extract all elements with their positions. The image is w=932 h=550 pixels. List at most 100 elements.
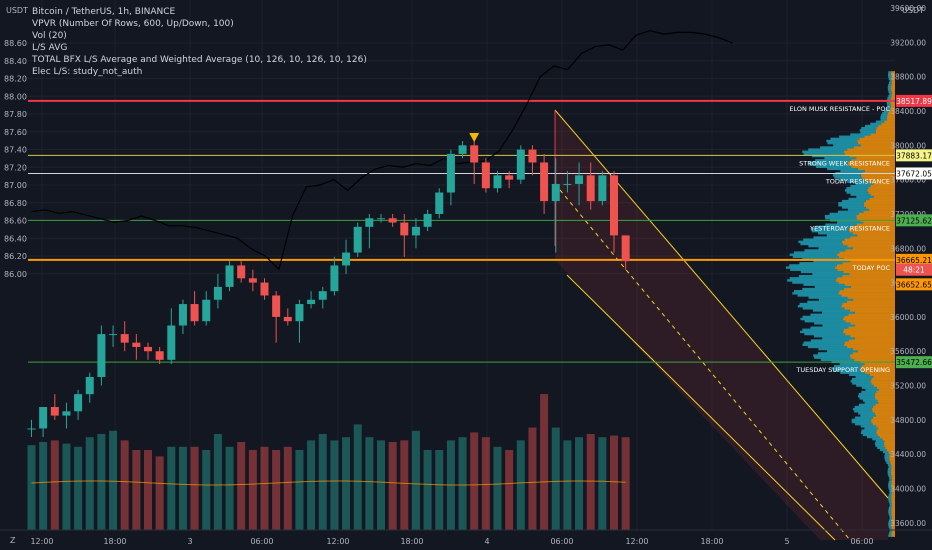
vp-row-up xyxy=(814,285,851,289)
vp-row-down xyxy=(888,109,895,113)
vp-row-up xyxy=(888,493,892,497)
vp-row-up xyxy=(888,94,892,98)
vp-row-up xyxy=(888,508,892,512)
time-axis-tick: 4 xyxy=(484,537,489,546)
vp-row-up xyxy=(887,472,891,475)
vp-row-up xyxy=(854,422,873,426)
vp-row-down xyxy=(891,487,895,490)
vp-row-up xyxy=(804,249,846,252)
vp-row-down xyxy=(875,397,895,400)
vp-row-up xyxy=(859,129,876,132)
right-currency-label[interactable]: USDT xyxy=(902,6,924,15)
volume-bar xyxy=(481,437,490,530)
vp-row-down xyxy=(845,332,895,336)
vp-row-down xyxy=(856,223,895,226)
vp-row-down xyxy=(838,255,895,259)
vp-row-down xyxy=(892,79,895,83)
vp-row-down xyxy=(864,178,895,181)
vp-row-down xyxy=(849,154,895,158)
vp-row-down xyxy=(854,311,895,314)
candle-body xyxy=(318,291,327,300)
vp-row-up xyxy=(789,253,838,256)
vp-row-up xyxy=(807,300,847,304)
price-tag xyxy=(896,263,932,276)
vp-row-up xyxy=(827,167,858,171)
left-axis-tick: 86.60 xyxy=(4,217,27,226)
vp-row-up xyxy=(861,429,877,432)
vp-row-down xyxy=(870,193,895,196)
level-label: TUESDAY SUPPORT OPENING xyxy=(795,366,890,374)
candle-body xyxy=(62,411,71,416)
volume-bar xyxy=(586,434,595,530)
time-axis-tick: 06:00 xyxy=(250,537,273,546)
vp-row-down xyxy=(872,410,895,413)
vp-row-down xyxy=(886,448,895,452)
vp-row-down xyxy=(838,292,895,295)
vp-row-up xyxy=(838,202,864,205)
vp-row-down xyxy=(842,317,895,321)
volume-bar xyxy=(213,434,222,530)
vp-row-down xyxy=(845,249,895,252)
vp-row-down xyxy=(891,84,895,87)
vp-row-down xyxy=(855,324,895,327)
vp-row-down xyxy=(854,358,895,362)
vp-row-up xyxy=(889,528,892,531)
candle-body xyxy=(411,226,420,236)
vp-row-up xyxy=(888,506,892,510)
vp-row-down xyxy=(891,489,895,492)
vp-row-up xyxy=(807,345,848,349)
level-price-tag xyxy=(896,94,932,107)
vp-row-down xyxy=(889,459,895,462)
vp-row-up xyxy=(818,247,853,250)
vp-row-down xyxy=(869,373,895,377)
volume-bar xyxy=(272,450,281,530)
vp-row-up xyxy=(794,289,840,293)
vp-row-down xyxy=(871,382,895,385)
vp-row-up xyxy=(808,148,848,151)
vp-row-down xyxy=(891,485,895,488)
vp-row-up xyxy=(798,240,842,244)
candle-body xyxy=(237,265,246,279)
vp-row-down xyxy=(841,304,895,308)
vp-row-down xyxy=(867,189,895,192)
vp-row-up xyxy=(810,326,849,329)
vp-row-down xyxy=(851,159,895,162)
level-price-tag-text: 36665.21 xyxy=(896,256,932,265)
level-label: STRONG WEEK RESISTANCE xyxy=(799,159,890,167)
vp-row-down xyxy=(851,165,895,168)
vp-row-down xyxy=(850,236,895,239)
vp-row-up xyxy=(861,126,877,130)
vp-row-up xyxy=(814,356,851,359)
vp-row-up xyxy=(813,259,851,263)
vp-row-up xyxy=(864,401,879,404)
candle-body xyxy=(377,218,385,220)
vp-row-up xyxy=(866,435,880,439)
vp-row-down xyxy=(875,414,895,417)
candle-body xyxy=(353,226,362,253)
vp-row-down xyxy=(889,455,895,458)
vp-row-down xyxy=(875,403,895,407)
vp-row-down xyxy=(891,523,895,527)
horizontal-levels: ELON MUSK RESISTANCE - POC STRONG WEEK RE… xyxy=(28,99,895,374)
vp-row-up xyxy=(850,184,871,188)
vp-row-down xyxy=(891,77,895,81)
vp-row-up xyxy=(844,189,868,192)
volume-profile xyxy=(785,71,895,537)
vp-row-up xyxy=(888,510,892,514)
vp-row-down xyxy=(860,144,895,147)
vp-row-down xyxy=(870,184,895,188)
vp-row-up xyxy=(837,210,864,214)
volume-bar xyxy=(423,450,432,530)
level-price-tag-text: 35472.66 xyxy=(896,358,932,367)
volume-bar xyxy=(610,435,618,530)
timezone-label[interactable]: Z xyxy=(10,536,16,545)
vp-row-down xyxy=(844,315,895,319)
vp-row-up xyxy=(886,107,891,111)
left-axis-tick: 88.60 xyxy=(4,39,27,48)
vp-row-down xyxy=(863,221,895,224)
volume-bar xyxy=(493,446,502,530)
vp-row-down xyxy=(891,528,895,531)
vp-row-up xyxy=(802,150,844,153)
vp-row-down xyxy=(891,480,895,484)
